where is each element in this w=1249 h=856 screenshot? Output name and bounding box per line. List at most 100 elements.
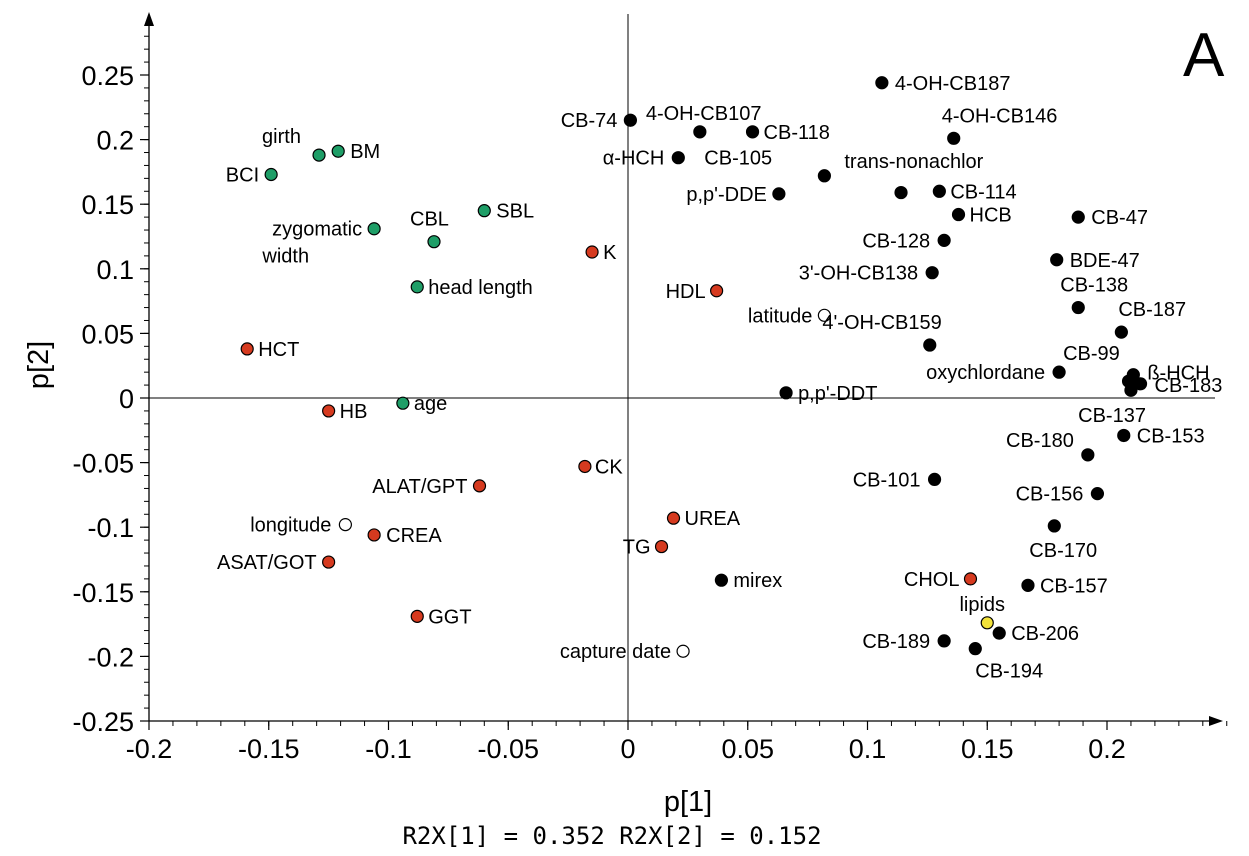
data-point — [1071, 300, 1085, 315]
data-point — [963, 572, 978, 586]
x-tick-label: 0.05 — [721, 734, 774, 764]
point-label: trans-nonachlor — [844, 151, 983, 173]
y-tick-label: -0.25 — [72, 707, 134, 737]
data-point — [585, 245, 599, 259]
point-label: CB-194 — [975, 661, 1043, 683]
y-tick-label: 0.15 — [81, 190, 134, 220]
data-point — [312, 148, 326, 162]
data-point — [623, 113, 637, 127]
point-label: 4-OH-CB187 — [895, 73, 1011, 95]
data-point — [937, 233, 951, 247]
data-point — [745, 125, 760, 139]
data-point — [676, 644, 690, 658]
data-point — [410, 609, 424, 623]
panel-letter: A — [1183, 21, 1225, 90]
r2x-summary: R2X[1] = 0.352 R2X[2] = 0.152 — [402, 822, 821, 850]
y-tick-label: -0.2 — [87, 642, 134, 672]
y-tick-label: 0.1 — [96, 255, 134, 285]
data-point — [927, 472, 942, 486]
data-point — [947, 131, 961, 145]
data-point — [932, 184, 946, 198]
data-point — [671, 151, 685, 165]
point-label: TG — [623, 537, 651, 559]
ticks-layer: -0.2 -0.15 -0.1 -0.05 0 0.05 0.1 0.15 0.2-0.25-0… — [72, 35, 1228, 764]
point-label: CB-99 — [1063, 343, 1120, 365]
y-tick-label: 0.2 — [96, 126, 134, 156]
y-axis-arrow — [144, 12, 154, 26]
point-label: CB-157 — [1040, 575, 1108, 597]
y-tick-label: 0.05 — [81, 319, 134, 349]
point-label: CB-187 — [1118, 299, 1186, 321]
point-label: age — [414, 393, 447, 415]
data-point — [477, 204, 491, 218]
data-point — [1124, 383, 1138, 397]
point-label: CB-153 — [1137, 425, 1205, 447]
x-tick-label: -0.05 — [477, 734, 539, 764]
data-point — [322, 404, 336, 418]
data-point — [779, 386, 793, 400]
point-label: HDL — [666, 281, 706, 303]
point-label: CB-180 — [1006, 430, 1074, 452]
point-label: CB-118 — [764, 122, 830, 144]
point-label: CB-138 — [1060, 275, 1128, 297]
data-point — [925, 266, 939, 280]
data-point — [396, 396, 410, 410]
data-point — [1114, 325, 1128, 339]
point-label: oxychlordane — [926, 362, 1045, 384]
x-tick-label: 0 — [620, 734, 635, 764]
point-label: 4'-OH-CB159 — [822, 312, 941, 334]
data-point — [714, 573, 729, 587]
data-point — [875, 76, 889, 90]
data-point — [772, 187, 786, 201]
point-label: CB-137 — [1078, 405, 1146, 427]
point-label: CB-189 — [862, 631, 930, 653]
data-point — [1117, 428, 1131, 443]
point-label: CB-101 — [853, 469, 921, 491]
point-label: BCI — [226, 164, 259, 186]
point-label: 3'-OH-CB138 — [799, 263, 918, 285]
x-tick-label: 0.15 — [961, 734, 1014, 764]
data-point — [923, 338, 937, 352]
point-label: width — [261, 246, 309, 268]
point-label: SBL — [496, 201, 534, 223]
point-label: ALAT/GPT — [372, 476, 467, 498]
y-tick-label: -0.1 — [87, 513, 134, 543]
point-label: longitude — [250, 515, 331, 537]
data-point — [578, 459, 592, 474]
point-label: girth — [262, 126, 301, 148]
point-label: α-HCH — [603, 148, 665, 170]
point-label: CB-105 — [704, 148, 772, 170]
point-label: CB-47 — [1091, 207, 1148, 229]
data-point — [1081, 448, 1095, 462]
data-point — [367, 528, 381, 542]
point-label: CBL — [410, 209, 449, 231]
point-label: zygomatic — [272, 219, 362, 241]
point-label: ß-HCH — [1147, 363, 1209, 385]
data-point — [331, 144, 345, 158]
data-point — [710, 284, 724, 298]
point-label: p,p'-DDT — [798, 383, 877, 405]
x-axis-title: p[1] — [664, 786, 712, 818]
point-label: CHOL — [904, 569, 960, 591]
data-point — [693, 125, 707, 139]
data-point — [666, 511, 681, 525]
point-label: CREA — [386, 525, 442, 547]
y-axis-title: p[2] — [23, 341, 55, 389]
data-point — [338, 518, 352, 532]
point-label: head length — [428, 277, 533, 299]
point-label: HCT — [258, 339, 299, 361]
data-point — [1047, 519, 1061, 533]
data-point — [367, 222, 381, 236]
data-point — [894, 185, 908, 200]
data-point — [264, 167, 278, 182]
data-point — [1021, 578, 1035, 592]
data-point — [240, 342, 254, 356]
y-tick-label: 0.25 — [81, 61, 134, 91]
data-point — [1052, 365, 1066, 379]
point-label: CB-114 — [950, 181, 1016, 203]
x-tick-label: 0.2 — [1088, 734, 1126, 764]
point-label: BM — [350, 141, 380, 163]
data-point — [322, 555, 336, 569]
point-label: p,p'-DDE — [686, 184, 767, 206]
